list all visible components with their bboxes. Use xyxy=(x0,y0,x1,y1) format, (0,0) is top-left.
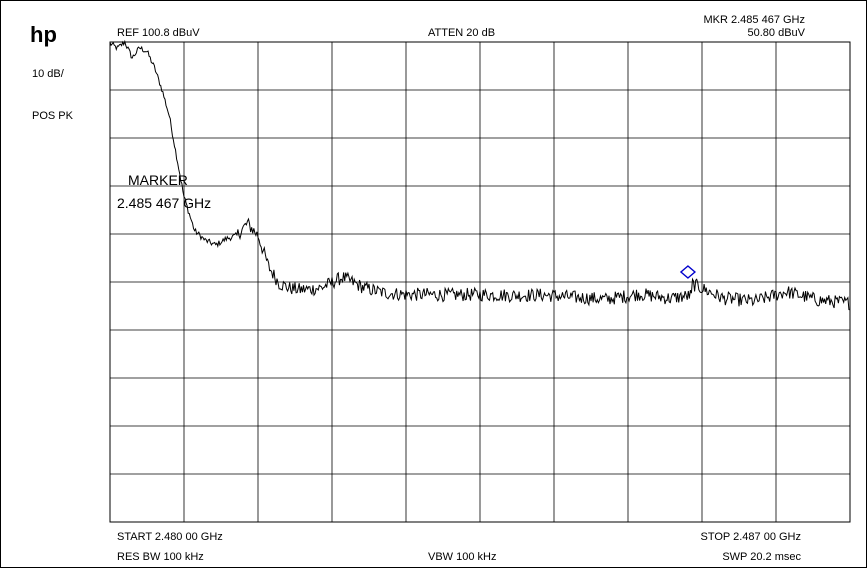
stop-frequency-label: STOP 2.487 00 GHz xyxy=(700,531,801,543)
marker-level-readout: 50.80 dBuV xyxy=(747,27,806,39)
hp-logo: hp xyxy=(30,22,57,47)
marker-frequency-readout: MKR 2.485 467 GHz xyxy=(703,14,806,26)
marker-annotation-title: MARKER xyxy=(128,172,188,188)
detector-mode-label: POS PK xyxy=(32,110,73,122)
sweep-time-label: SWP 20.2 msec xyxy=(722,551,801,563)
start-frequency-label: START 2.480 00 GHz xyxy=(117,531,223,543)
attenuation-label: ATTEN 20 dB xyxy=(428,27,496,39)
marker-diamond-icon xyxy=(679,265,697,279)
marker-annotation-frequency: 2.485 467 GHz xyxy=(117,195,212,211)
resolution-bandwidth-label: RES BW 100 kHz xyxy=(117,551,204,563)
spectrum-trace xyxy=(109,39,851,311)
reference-level-label: REF 100.8 dBuV xyxy=(117,27,200,39)
scale-label: 10 dB/ xyxy=(32,68,64,80)
video-bandwidth-label: VBW 100 kHz xyxy=(428,551,497,563)
chart-grid xyxy=(109,41,851,523)
